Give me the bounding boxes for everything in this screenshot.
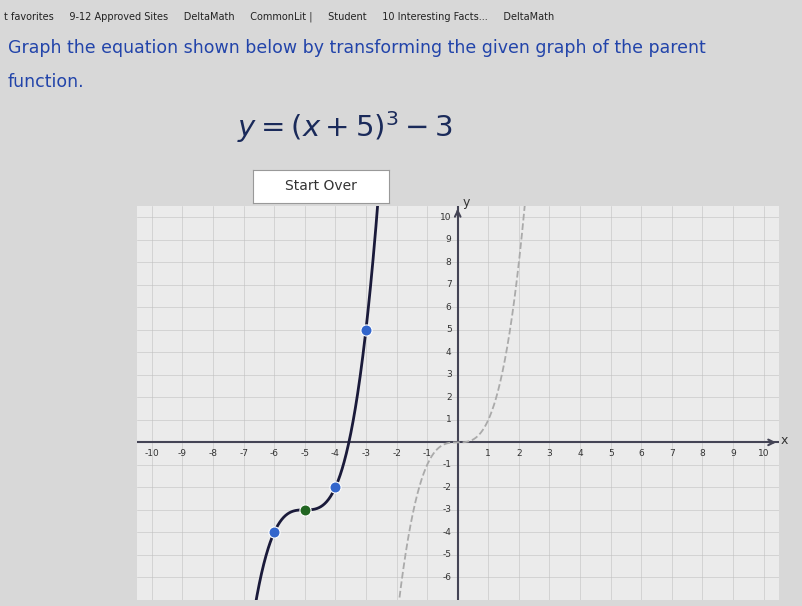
Text: 9: 9: [445, 235, 451, 244]
Text: x: x: [780, 434, 787, 447]
Text: -6: -6: [269, 449, 278, 458]
Text: -1: -1: [422, 449, 431, 458]
Text: -4: -4: [442, 528, 451, 537]
Text: Graph the equation shown below by transforming the given graph of the parent: Graph the equation shown below by transf…: [8, 39, 705, 58]
Text: 7: 7: [445, 281, 451, 289]
Text: function.: function.: [8, 73, 84, 91]
Text: 3: 3: [546, 449, 552, 458]
Text: 8: 8: [445, 258, 451, 267]
Text: 9: 9: [729, 449, 735, 458]
Text: -1: -1: [442, 461, 451, 470]
Text: -5: -5: [300, 449, 309, 458]
Text: t favorites     9-12 Approved Sites     DeltaMath     CommonLit |     Student   : t favorites 9-12 Approved Sites DeltaMat…: [4, 12, 553, 22]
Text: -7: -7: [239, 449, 248, 458]
Text: Start Over: Start Over: [285, 179, 357, 193]
Text: -4: -4: [330, 449, 339, 458]
Text: 10: 10: [757, 449, 768, 458]
Text: 7: 7: [668, 449, 674, 458]
Text: 6: 6: [445, 303, 451, 312]
Text: 10: 10: [439, 213, 451, 222]
Text: 8: 8: [699, 449, 704, 458]
Text: -5: -5: [442, 550, 451, 559]
Text: 5: 5: [607, 449, 613, 458]
Text: 1: 1: [485, 449, 491, 458]
Text: -6: -6: [442, 573, 451, 582]
Text: 4: 4: [445, 348, 451, 357]
Text: 2: 2: [516, 449, 521, 458]
Text: -2: -2: [442, 483, 451, 492]
Text: -10: -10: [144, 449, 159, 458]
Text: 2: 2: [445, 393, 451, 402]
Text: 3: 3: [445, 370, 451, 379]
Text: -9: -9: [178, 449, 187, 458]
Text: 5: 5: [445, 325, 451, 335]
Text: 4: 4: [577, 449, 582, 458]
Text: -3: -3: [442, 505, 451, 514]
Text: $y = (x+5)^3 - 3$: $y = (x+5)^3 - 3$: [237, 109, 452, 145]
Text: 6: 6: [638, 449, 643, 458]
Text: -3: -3: [361, 449, 370, 458]
Text: 1: 1: [445, 415, 451, 424]
Text: -2: -2: [391, 449, 400, 458]
Text: -8: -8: [209, 449, 217, 458]
Text: y: y: [462, 196, 469, 210]
